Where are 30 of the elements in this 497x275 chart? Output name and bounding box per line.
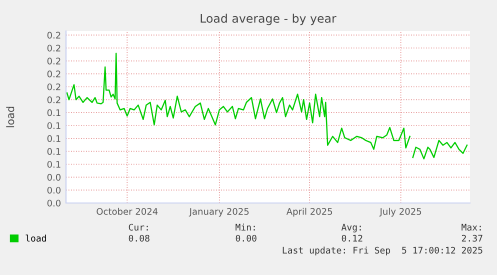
text: Max: xyxy=(462,224,481,231)
text: Avg: xyxy=(341,224,361,232)
text: Cur: xyxy=(128,224,148,231)
text: Min: xyxy=(236,224,255,231)
x-tick-label: January 2025 xyxy=(188,208,249,217)
y-tick-label: 0.2 xyxy=(47,70,60,78)
y-tick-label: 0.2 xyxy=(47,96,60,104)
legend-label: load xyxy=(26,234,46,242)
y-tick-label: 0.1 xyxy=(47,109,60,116)
y-axis-title: load xyxy=(6,106,14,128)
x-tick-label: October 2024 xyxy=(96,208,158,215)
text: Last update: Fri Sep 5 17:00:12 2025 xyxy=(282,246,482,256)
y-tick-label: 0.1 xyxy=(47,135,60,142)
y-tick-label: 0.2 xyxy=(47,44,60,52)
y-tick-label: 0.1 xyxy=(47,160,60,168)
x-tick-label: July 2025 xyxy=(379,208,422,217)
y-tick-label: 0.1 xyxy=(47,122,60,130)
y-tick-label: 0.0 xyxy=(47,174,61,181)
y-tick-label: 0.2 xyxy=(47,83,60,90)
y-tick-label: 0.0 xyxy=(47,186,61,194)
y-tick-label: 0.2 xyxy=(47,58,60,64)
y-tick-label: 0.0 xyxy=(47,200,61,207)
text: 0.12 xyxy=(342,234,362,242)
text: 2.37 xyxy=(462,234,482,242)
y-tick-label: 0.2 xyxy=(47,32,60,39)
text: 0.00 xyxy=(236,234,256,242)
text: 0.08 xyxy=(128,234,150,242)
y-tick-label: 0.1 xyxy=(47,148,60,155)
x-tick-label: April 2025 xyxy=(286,208,332,217)
chart-title: Load average - by year xyxy=(200,14,336,26)
